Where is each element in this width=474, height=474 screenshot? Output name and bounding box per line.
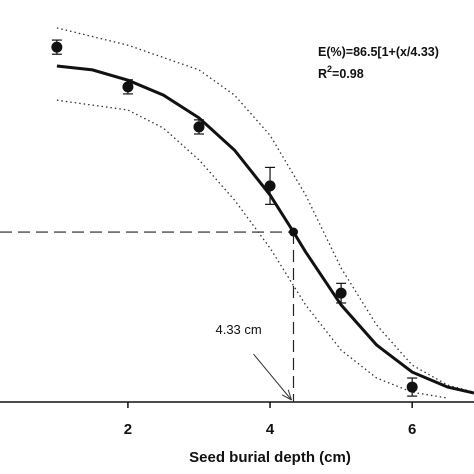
r-squared-sup: 2 bbox=[327, 64, 332, 74]
x-tick-label: 4 bbox=[266, 421, 275, 438]
r-squared: R2=0.98 bbox=[318, 64, 364, 81]
annotation-point bbox=[288, 227, 298, 237]
data-point bbox=[264, 180, 276, 192]
r-squared-base: R bbox=[318, 67, 327, 81]
x-tick-label: 2 bbox=[124, 421, 132, 438]
fitted-curve bbox=[56, 64, 474, 395]
data-point bbox=[51, 41, 63, 53]
lower-confidence-band bbox=[56, 99, 448, 399]
data-point bbox=[122, 81, 134, 93]
r-squared-rest: =0.98 bbox=[332, 67, 364, 81]
x-tick-label: 6 bbox=[408, 421, 416, 438]
x-axis-label: Seed burial depth (cm) bbox=[189, 449, 351, 466]
annotation-arrow bbox=[253, 353, 291, 400]
annotation-label: 4.33 cm bbox=[215, 322, 261, 337]
data-point bbox=[335, 287, 347, 299]
equation: E(%)=86.5[1+(x/4.33) bbox=[318, 45, 439, 59]
data-point bbox=[406, 381, 418, 393]
upper-confidence-band bbox=[56, 27, 474, 393]
data-point bbox=[193, 121, 205, 133]
